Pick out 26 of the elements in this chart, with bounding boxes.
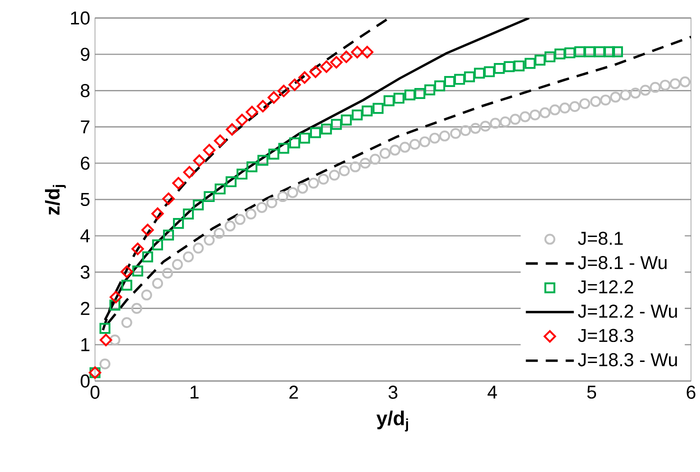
legend-label: J=18.3 xyxy=(578,328,634,342)
y-tick-label: 1 xyxy=(81,338,90,352)
x-tick-label: 1 xyxy=(190,386,199,398)
x-tick-label: 6 xyxy=(686,386,696,399)
y-axis-title: z/d$_{j}$ xyxy=(44,185,66,215)
y-tick-label: 5 xyxy=(80,193,90,206)
legend-label: J=12.2 - Wu xyxy=(578,304,677,318)
y-tick-label: 9 xyxy=(80,48,90,61)
y-tick-label: 10 xyxy=(71,11,90,25)
x-tick-label: 2 xyxy=(289,386,298,399)
y-tick-label: 7 xyxy=(80,120,90,134)
y-tick-label: 2 xyxy=(80,302,90,315)
legend-label: J=8.1 - Wu xyxy=(578,256,667,270)
legend-label: J=8.1 xyxy=(578,232,623,245)
legend-label: J=18.3 - Wu xyxy=(578,353,677,366)
x-axis-title: y/d$_{j}$ xyxy=(376,410,408,432)
y-tick-label: 3 xyxy=(80,266,90,279)
x-tick-label: 4 xyxy=(488,386,497,398)
y-tick-label: 0 xyxy=(80,374,90,388)
x-tick-label: 5 xyxy=(587,386,596,399)
y-tick-label: 4 xyxy=(80,229,90,242)
x-tick-label: 0 xyxy=(90,386,100,399)
x-tick-label: 3 xyxy=(388,386,398,399)
legend-label: J=12.2 xyxy=(578,280,634,294)
y-tick-label: 6 xyxy=(80,156,90,170)
y-tick-label: 8 xyxy=(80,84,90,98)
